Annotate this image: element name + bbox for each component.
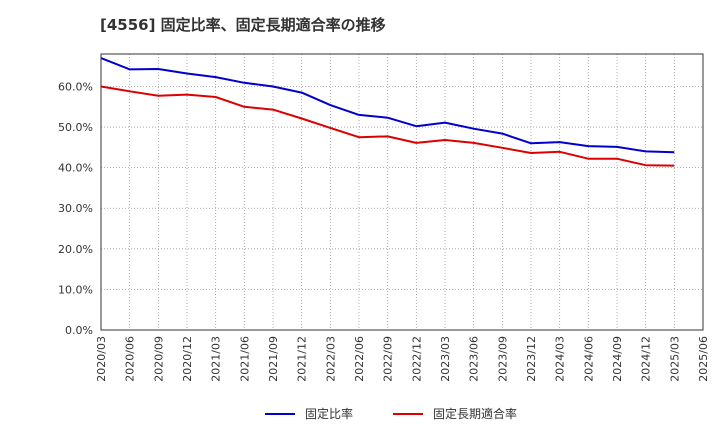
x-tick-label: 2022/12 (410, 336, 423, 382)
legend-label-2: 固定長期適合率 (433, 406, 517, 421)
y-tick-label: 40.0% (58, 162, 93, 175)
plot-area (101, 54, 703, 330)
x-tick-label: 2025/06 (697, 336, 710, 382)
series-line-1 (100, 57, 675, 154)
y-tick-label: 60.0% (58, 80, 93, 93)
x-tick-label: 2024/06 (582, 336, 595, 382)
y-tick-label: 30.0% (58, 202, 93, 215)
x-tick-label: 2020/03 (95, 336, 108, 382)
legend-label-1: 固定比率 (305, 406, 353, 421)
x-tick-label: 2021/03 (210, 336, 223, 382)
gridlines (101, 54, 703, 330)
x-tick-label: 2025/03 (668, 336, 681, 382)
x-tick-label: 2023/09 (496, 336, 509, 382)
x-tick-label: 2024/12 (640, 336, 653, 382)
x-tick-label: 2023/12 (525, 336, 538, 382)
x-tick-label: 2022/09 (382, 336, 395, 382)
x-tick-label: 2021/06 (238, 336, 251, 382)
x-tick-label: 2024/09 (611, 336, 624, 382)
x-tick-label: 2022/06 (353, 336, 366, 382)
x-tick-label: 2020/09 (152, 336, 165, 382)
x-tick-label: 2024/03 (554, 336, 567, 382)
x-axis: 2020/03 2020/06 2020/09 2020/12 2021/03 2021/… (95, 336, 710, 382)
y-tick-label: 0.0% (65, 324, 93, 337)
chart-title: [4556] 固定比率、固定長期適合率の推移 (100, 16, 386, 34)
x-tick-label: 2023/03 (439, 336, 452, 382)
x-tick-label: 2021/09 (267, 336, 280, 382)
x-tick-label: 2023/06 (468, 336, 481, 382)
x-tick-label: 2020/06 (124, 336, 137, 382)
legend: 固定比率 固定長期適合率 (265, 406, 517, 421)
x-tick-label: 2022/03 (324, 336, 337, 382)
series-group (100, 57, 675, 167)
y-axis: 0.0% 10.0% 20.0% 30.0% 40.0% 50.0% 60.0% (58, 80, 93, 337)
y-tick-label: 20.0% (58, 243, 93, 256)
series-line-2 (100, 85, 675, 167)
x-tick-label: 2021/12 (296, 336, 309, 382)
x-tick-label: 2020/12 (181, 336, 194, 382)
y-tick-label: 50.0% (58, 121, 93, 134)
y-tick-label: 10.0% (58, 283, 93, 296)
plot-border (100, 53, 704, 331)
